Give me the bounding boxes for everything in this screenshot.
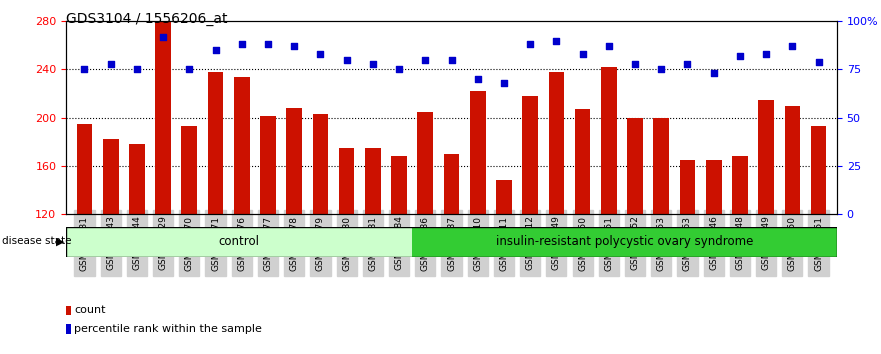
Bar [77, 124, 93, 214]
Bar [732, 156, 748, 214]
Point [811, 59, 825, 64]
Bar [155, 21, 171, 214]
Point [680, 61, 694, 67]
Point [497, 80, 511, 86]
Bar [549, 72, 564, 214]
Point [209, 47, 223, 53]
Text: control: control [218, 235, 260, 248]
Bar [601, 67, 617, 214]
Point [523, 41, 537, 47]
Bar [260, 116, 276, 214]
Bar [706, 160, 722, 214]
Text: count: count [74, 305, 106, 315]
Point [261, 41, 275, 47]
Bar [412, 227, 837, 257]
Bar [66, 227, 412, 257]
Bar [208, 72, 224, 214]
Bar [66, 306, 71, 315]
Bar [627, 118, 643, 214]
Point [575, 51, 589, 57]
Bar [313, 114, 329, 214]
Bar [233, 77, 249, 214]
Bar [811, 126, 826, 214]
Point [418, 57, 433, 63]
Bar [496, 181, 512, 214]
Point [287, 44, 301, 49]
Point [339, 57, 353, 63]
Point [156, 34, 170, 40]
Bar [365, 148, 381, 214]
Bar [181, 126, 197, 214]
Point [366, 61, 380, 67]
Bar [444, 154, 459, 214]
Text: disease state: disease state [2, 236, 71, 246]
Bar [418, 112, 433, 214]
Point [78, 67, 92, 72]
Point [392, 67, 406, 72]
Point [470, 76, 485, 82]
Point [234, 41, 248, 47]
Point [759, 51, 774, 57]
Point [550, 38, 564, 43]
Point [707, 70, 721, 76]
Point [628, 61, 642, 67]
Point [130, 67, 144, 72]
Point [785, 44, 799, 49]
Text: insulin-resistant polycystic ovary syndrome: insulin-resistant polycystic ovary syndr… [496, 235, 753, 248]
Bar [470, 91, 485, 214]
Point [444, 57, 458, 63]
Bar [679, 160, 695, 214]
Bar [391, 156, 407, 214]
Bar [66, 324, 71, 333]
Bar [129, 144, 144, 214]
Text: percentile rank within the sample: percentile rank within the sample [74, 324, 262, 334]
Point [655, 67, 669, 72]
Bar [759, 99, 774, 214]
Bar [574, 109, 590, 214]
Bar [522, 96, 538, 214]
Text: GDS3104 / 1556206_at: GDS3104 / 1556206_at [66, 12, 227, 27]
Point [602, 44, 616, 49]
Text: ▶: ▶ [56, 236, 64, 246]
Point [104, 61, 118, 67]
Bar [784, 105, 800, 214]
Point [182, 67, 196, 72]
Bar [339, 148, 354, 214]
Point [314, 51, 328, 57]
Point [733, 53, 747, 59]
Bar [286, 108, 302, 214]
Bar [103, 139, 119, 214]
Bar [654, 118, 670, 214]
